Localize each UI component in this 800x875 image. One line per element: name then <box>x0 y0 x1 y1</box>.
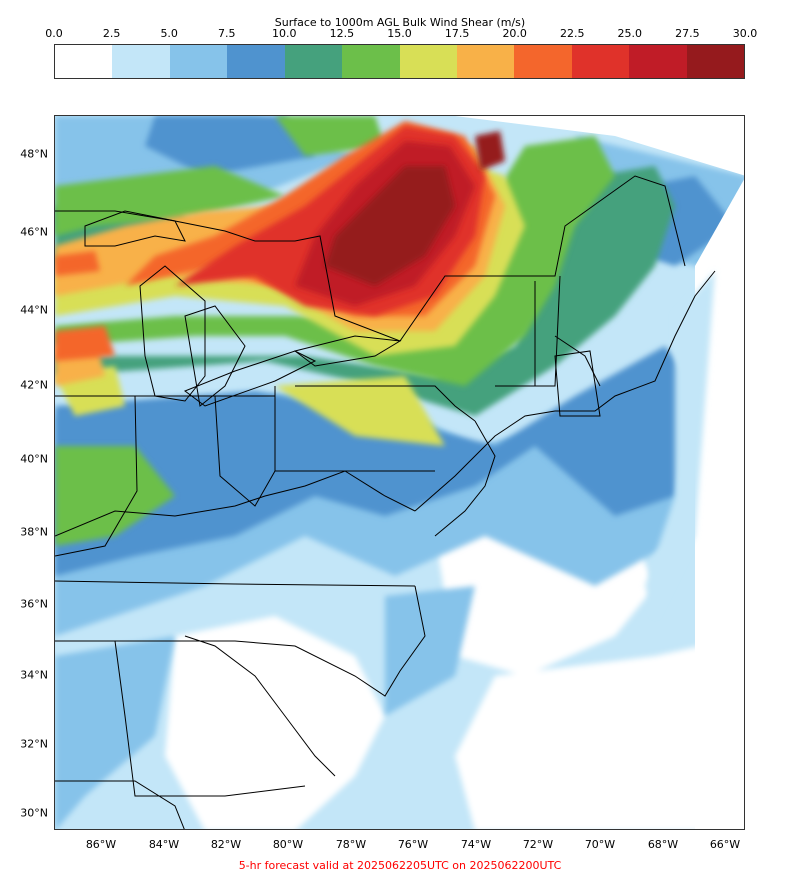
colorbar-tick: 7.5 <box>218 27 236 40</box>
longitude-label: 74°W <box>460 838 492 851</box>
colorbar-tick-labels: 0.0 2.5 5.0 7.5 10.0 12.5 15.0 17.5 20.0… <box>0 27 800 41</box>
colorbar-segment <box>342 45 400 78</box>
shear-band-12-5 <box>55 116 615 546</box>
colorbar-title: Surface to 1000m AGL Bulk Wind Shear (m/… <box>274 16 526 29</box>
outside-domain <box>455 116 744 176</box>
colorbar-segment <box>112 45 170 78</box>
outside-domain <box>695 179 744 829</box>
colorbar <box>54 44 745 79</box>
colorbar-tick: 25.0 <box>617 27 643 40</box>
forecast-valid-text: 5-hr forecast valid at 2025062205UTC on … <box>238 859 562 872</box>
longitude-label: 82°W <box>210 838 242 851</box>
longitude-label: 72°W <box>522 838 554 851</box>
shear-band-27-5 <box>325 131 505 286</box>
colorbar-segment <box>571 45 630 78</box>
latitude-label: 34°N <box>20 668 48 682</box>
colorbar-segment <box>284 45 343 78</box>
shear-band-2-5 <box>645 271 715 616</box>
colorbar-segment <box>456 45 515 78</box>
longitude-label: 76°W <box>397 838 429 851</box>
colorbar-tick: 0.0 <box>45 27 63 40</box>
longitude-label: 86°W <box>85 838 117 851</box>
colorbar-tick: 22.5 <box>560 27 585 40</box>
colorbar-tick: 17.5 <box>444 27 470 40</box>
colorbar-segment <box>686 45 745 78</box>
colorbar-segment <box>169 45 228 78</box>
colorbar-segment <box>629 45 687 78</box>
longitude-label: 70°W <box>584 838 616 851</box>
latitude-label: 48°N <box>20 147 48 161</box>
colorbar-tick: 20.0 <box>502 27 527 40</box>
longitude-label: 78°W <box>335 838 367 851</box>
colorbar-tick: 30.0 <box>732 27 758 40</box>
wind-shear-map <box>55 116 744 829</box>
latitude-label: 46°N <box>20 225 48 239</box>
colorbar-tick: 5.0 <box>160 27 178 40</box>
map-panel <box>54 115 745 830</box>
longitude-label: 80°W <box>272 838 304 851</box>
colorbar-segment <box>55 45 113 78</box>
latitude-label: 42°N <box>20 378 48 392</box>
latitude-label: 44°N <box>20 303 48 317</box>
colorbar-tick: 10.0 <box>272 27 297 40</box>
colorbar-tick: 12.5 <box>329 27 355 40</box>
colorbar-tick: 2.5 <box>102 27 121 40</box>
longitude-label: 84°W <box>148 838 180 851</box>
colorbar-segment <box>227 45 285 78</box>
colorbar-tick: 27.5 <box>675 27 700 40</box>
colorbar-segment <box>399 45 457 78</box>
longitude-label: 68°W <box>647 838 679 851</box>
political-boundaries <box>55 175 716 829</box>
latitude-label: 38°N <box>20 525 48 539</box>
longitude-label: 66°W <box>709 838 741 851</box>
latitude-label: 40°N <box>20 452 48 466</box>
colorbar-segment <box>514 45 572 78</box>
latitude-label: 30°N <box>20 806 48 820</box>
colorbar-tick: 15.0 <box>387 27 412 40</box>
latitude-label: 32°N <box>20 737 48 751</box>
latitude-label: 36°N <box>20 597 48 611</box>
